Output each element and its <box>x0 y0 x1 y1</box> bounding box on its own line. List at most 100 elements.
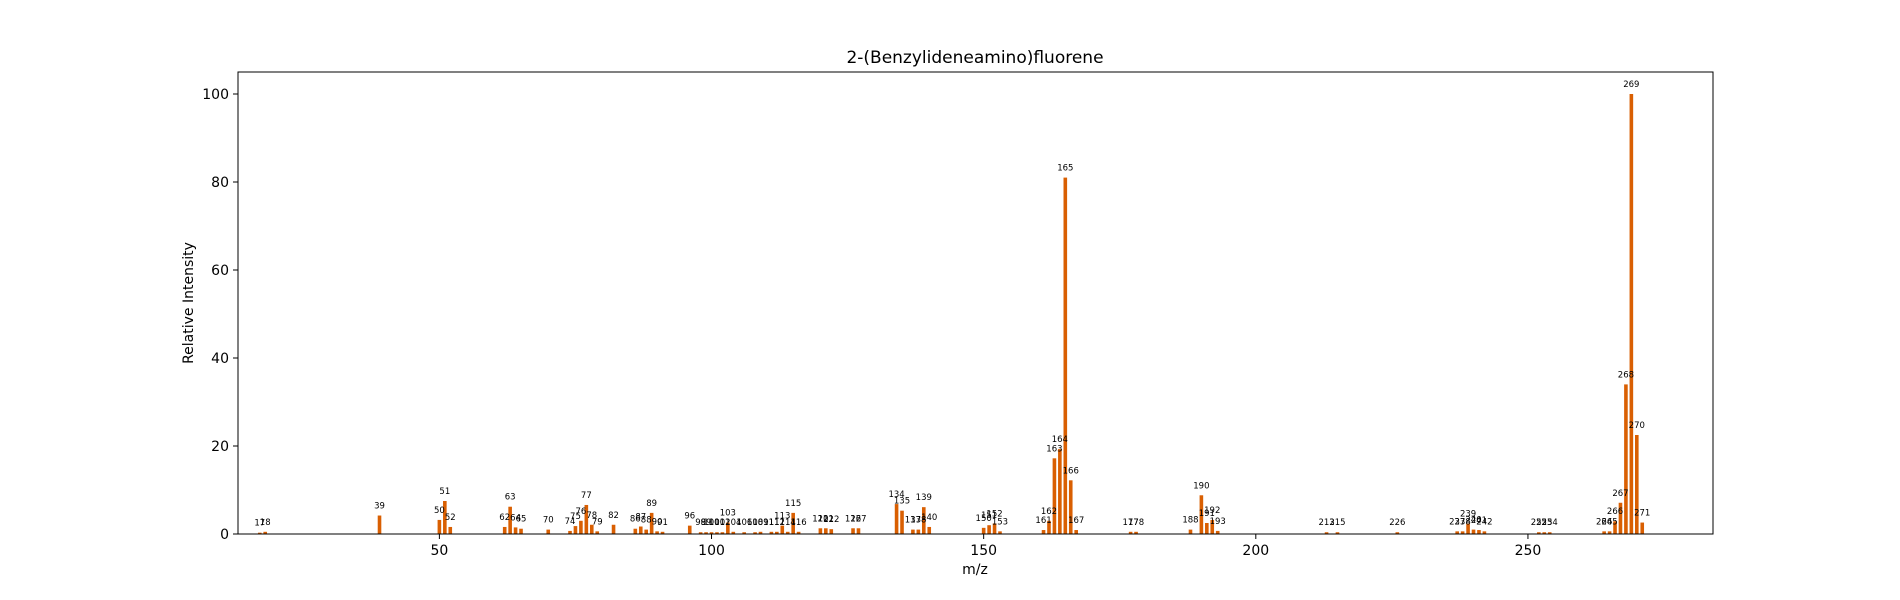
peak-label-50: 50 <box>434 506 445 516</box>
bar-mz-215 <box>1335 532 1340 534</box>
bar-mz-270 <box>1635 435 1639 534</box>
y-axis-ticks: 0 20 40 60 80 100 <box>202 87 238 543</box>
bar-mz-134 <box>894 504 899 534</box>
bar-mz-82 <box>611 524 616 534</box>
bar-mz-87 <box>638 526 643 534</box>
bar-mz-51 <box>443 501 447 534</box>
peak-label-100: 100 <box>703 518 719 528</box>
peak-label-90: 90 <box>652 517 663 527</box>
peak-label-98: 98 <box>695 518 706 528</box>
peak-label-192: 192 <box>1204 506 1220 516</box>
peak-label-161: 161 <box>1035 516 1051 526</box>
peak-label-106: 106 <box>736 518 752 528</box>
bar-mz-267 <box>1618 502 1623 534</box>
peak-label-17: 17 <box>254 519 265 529</box>
peak-label-88: 88 <box>641 516 652 526</box>
bar-mz-120 <box>818 528 823 534</box>
peak-label-64: 64 <box>510 513 521 523</box>
peak-label-254: 254 <box>1542 518 1558 528</box>
bar-mz-102 <box>720 532 725 534</box>
peak-label-104: 104 <box>725 518 741 528</box>
peak-label-177: 177 <box>1123 518 1139 528</box>
bar-mz-151 <box>987 525 991 534</box>
peak-label-52: 52 <box>445 513 456 523</box>
bar-mz-242 <box>1482 531 1487 534</box>
peak-label-215: 215 <box>1329 518 1345 528</box>
bar-mz-113 <box>780 525 785 534</box>
bar-mz-78 <box>589 524 594 534</box>
bar-mz-74 <box>568 530 572 534</box>
bar-mz-121 <box>824 528 828 534</box>
bar-mz-79 <box>595 531 600 534</box>
peak-label-127: 127 <box>850 514 866 524</box>
peak-label-241: 241 <box>1471 516 1487 526</box>
peak-label-240: 240 <box>1465 516 1481 526</box>
y-tick-label: 0 <box>220 527 229 543</box>
bar-mz-253 <box>1542 532 1547 534</box>
peak-label-62: 62 <box>499 513 510 523</box>
bar-mz-164 <box>1058 449 1062 534</box>
bar-mz-138 <box>916 529 921 534</box>
x-tick-label: 150 <box>970 543 997 559</box>
y-tick-label: 20 <box>211 439 229 455</box>
peak-label-226: 226 <box>1389 518 1405 528</box>
bar-mz-106 <box>742 532 746 534</box>
peak-label-152: 152 <box>986 509 1002 519</box>
peak-label-77: 77 <box>581 491 592 501</box>
bar-mz-98 <box>698 532 703 534</box>
peak-label-134: 134 <box>888 490 904 500</box>
bar-mz-188 <box>1188 529 1193 534</box>
peak-label-101: 101 <box>709 518 725 528</box>
x-tick-label: 250 <box>1515 543 1542 559</box>
peak-label-79: 79 <box>592 517 603 527</box>
peak-label-115: 115 <box>785 499 801 509</box>
peak-label-82: 82 <box>608 511 619 521</box>
bar-mz-70 <box>546 529 551 534</box>
bar-mz-127 <box>856 528 861 534</box>
x-axis-ticks: 50 100 150 200 250 <box>430 534 1541 559</box>
peak-label-266: 266 <box>1607 507 1623 517</box>
peak-label-89: 89 <box>646 499 657 509</box>
bar-mz-39 <box>377 515 382 534</box>
peak-label-190: 190 <box>1193 481 1209 491</box>
x-tick-label: 200 <box>1242 543 1269 559</box>
peak-label-103: 103 <box>720 509 736 519</box>
bar-mz-109 <box>758 531 763 534</box>
peak-label-238: 238 <box>1455 517 1471 527</box>
peak-label-166: 166 <box>1063 466 1079 476</box>
peak-label-78: 78 <box>586 511 597 521</box>
peak-label-87: 87 <box>635 513 646 523</box>
bar-mz-166 <box>1068 480 1073 534</box>
bar-mz-237 <box>1455 531 1459 534</box>
bar-mz-190 <box>1199 495 1204 534</box>
peak-label-108: 108 <box>747 518 763 528</box>
bar-mz-271 <box>1640 522 1645 534</box>
y-tick-label: 100 <box>202 87 229 103</box>
bar-mz-112 <box>775 531 779 534</box>
peak-label-270: 270 <box>1629 421 1645 431</box>
peak-label-120: 120 <box>812 514 828 524</box>
bar-mz-65 <box>519 528 523 534</box>
bar-mz-268 <box>1624 384 1628 534</box>
bar-mz-17 <box>257 532 262 534</box>
peak-label-91: 91 <box>657 518 668 528</box>
peak-label-96: 96 <box>684 512 695 522</box>
y-tick-label: 60 <box>211 263 229 279</box>
bar-mz-152 <box>992 523 997 534</box>
peak-label-268: 268 <box>1618 370 1634 380</box>
bar-mz-139 <box>921 507 926 534</box>
peak-label-126: 126 <box>845 514 861 524</box>
peak-label-111: 111 <box>763 518 779 528</box>
peak-label-239: 239 <box>1460 509 1476 519</box>
y-tick-label: 40 <box>211 351 229 367</box>
bar-mz-88 <box>644 529 649 534</box>
bar-mz-265 <box>1607 531 1612 534</box>
plot-frame <box>237 71 1714 535</box>
bar-mz-266 <box>1613 521 1617 534</box>
peak-label-63: 63 <box>505 493 516 503</box>
peak-label-122: 122 <box>823 515 839 525</box>
peak-label-139: 139 <box>916 493 932 503</box>
bar-mz-150 <box>981 527 986 534</box>
peak-label-151: 151 <box>981 511 997 521</box>
